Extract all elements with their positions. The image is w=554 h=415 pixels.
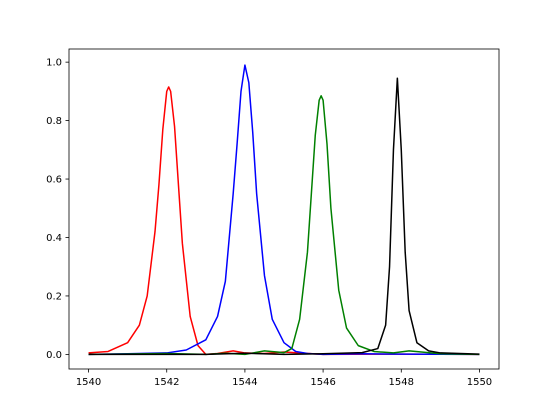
x-tick-label: 1546	[310, 377, 335, 388]
y-tick-label: 0.2	[46, 291, 62, 302]
y-tick-label: 1.0	[46, 58, 62, 69]
x-tick-label: 1550	[467, 377, 492, 388]
y-tick-label: 0.8	[46, 116, 62, 127]
data-line	[88, 64, 480, 356]
x-tick-label: 1540	[76, 377, 101, 388]
x-tick-label: 1544	[232, 377, 257, 388]
plot-frame	[68, 48, 500, 370]
y-tick-label: 0.0	[46, 350, 62, 361]
x-tick-label: 1548	[389, 377, 414, 388]
data-line	[88, 95, 480, 356]
y-tick-label: 0.4	[46, 233, 62, 244]
data-line	[88, 86, 480, 356]
x-tick-label: 1542	[154, 377, 179, 388]
data-line	[88, 77, 480, 356]
y-tick-label: 0.6	[46, 175, 62, 186]
